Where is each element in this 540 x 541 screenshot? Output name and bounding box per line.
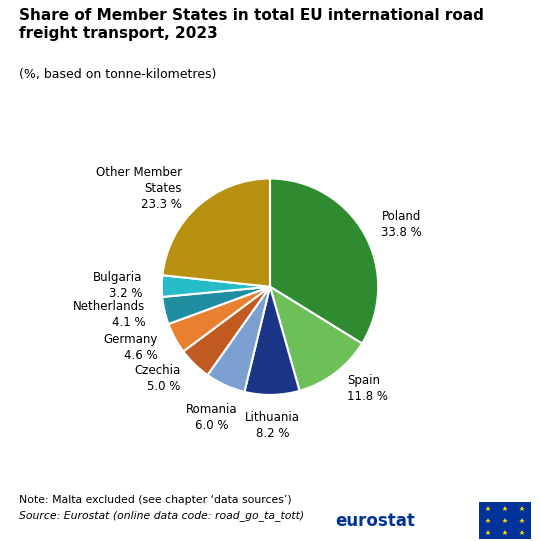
Text: Note: Malta excluded (see chapter ‘data sources’): Note: Malta excluded (see chapter ‘data … (19, 495, 292, 505)
Text: Source: Eurostat (online data code: road_go_ta_tott): Source: Eurostat (online data code: road… (19, 510, 304, 521)
Wedge shape (207, 287, 270, 392)
Wedge shape (163, 179, 270, 287)
Wedge shape (270, 287, 362, 391)
FancyBboxPatch shape (478, 502, 531, 539)
Text: Other Member
States
23.3 %: Other Member States 23.3 % (96, 166, 182, 211)
Text: Germany
4.6 %: Germany 4.6 % (103, 333, 158, 362)
Text: Bulgaria
3.2 %: Bulgaria 3.2 % (93, 272, 143, 300)
Wedge shape (245, 287, 300, 395)
Wedge shape (163, 287, 270, 324)
Text: Czechia
5.0 %: Czechia 5.0 % (134, 364, 181, 393)
Text: eurostat: eurostat (335, 512, 415, 530)
Text: Share of Member States in total EU international road
freight transport, 2023: Share of Member States in total EU inter… (19, 8, 484, 41)
Text: Netherlands
4.1 %: Netherlands 4.1 % (73, 300, 145, 329)
Text: Spain
11.8 %: Spain 11.8 % (347, 374, 388, 403)
Text: Romania
6.0 %: Romania 6.0 % (186, 403, 238, 432)
Text: Poland
33.8 %: Poland 33.8 % (381, 210, 422, 239)
Wedge shape (183, 287, 270, 375)
Text: (%, based on tonne-kilometres): (%, based on tonne-kilometres) (19, 68, 217, 81)
Text: Lithuania
8.2 %: Lithuania 8.2 % (245, 411, 300, 440)
Wedge shape (270, 179, 378, 344)
Wedge shape (168, 287, 270, 352)
Wedge shape (162, 275, 270, 297)
